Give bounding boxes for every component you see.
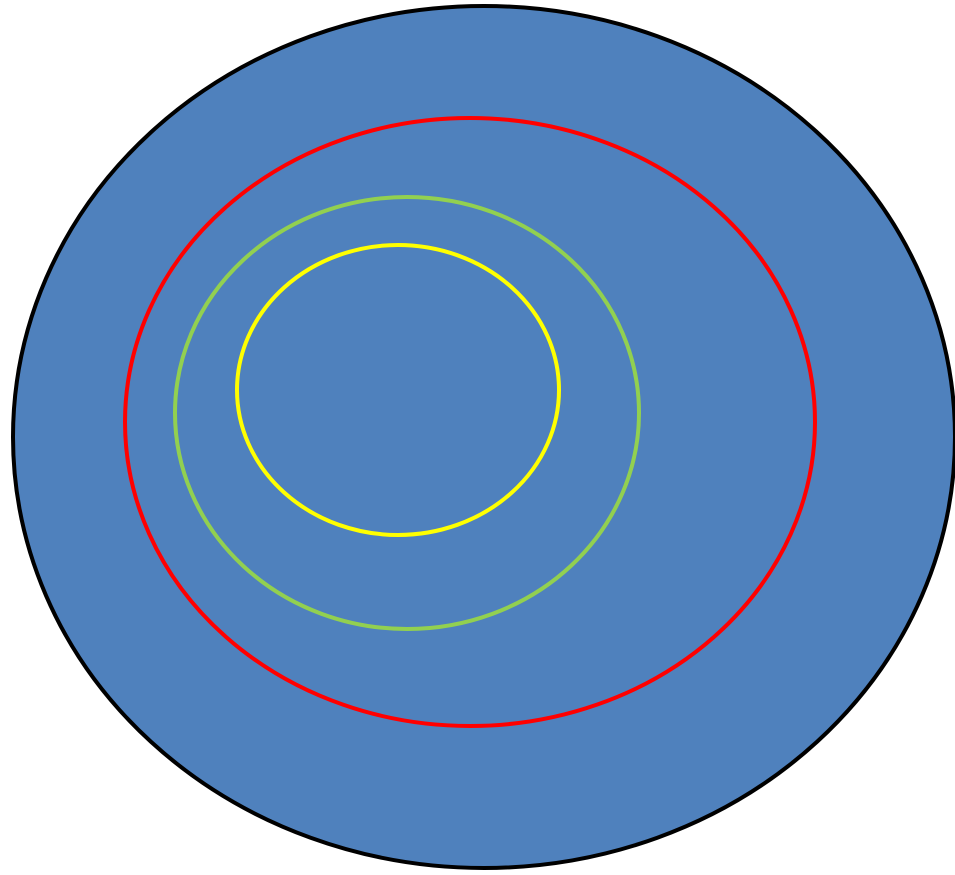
red-ring [123,116,817,728]
green-ring [173,195,641,631]
outer-disc [11,4,955,870]
yellow-ring [235,243,561,537]
